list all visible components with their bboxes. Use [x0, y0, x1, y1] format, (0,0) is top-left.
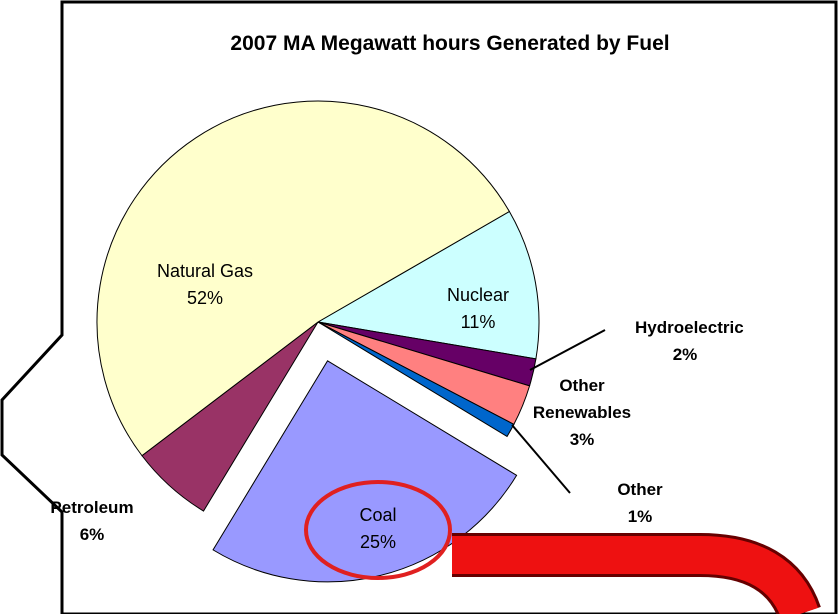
highlight-circle	[304, 480, 452, 580]
category-label: Nuclear	[446, 285, 510, 305]
value-label: 52%	[186, 288, 224, 308]
category-label: Natural Gas	[156, 261, 254, 281]
slice-label: Other 1%	[590, 476, 690, 530]
value-label: 1%	[627, 507, 653, 526]
value-label: 2%	[672, 345, 698, 364]
slice-label: Nuclear 11%	[447, 282, 509, 336]
pie-slice	[317, 321, 515, 438]
category-label: Hydroelectric	[635, 318, 744, 337]
category-label: Petroleum	[50, 498, 134, 517]
category-label: Other	[617, 480, 663, 499]
leader-line	[511, 424, 571, 494]
value-label: 25%	[359, 532, 397, 552]
value-label: 11%	[460, 312, 496, 332]
slice-label: Hydroelectric 2%	[635, 314, 744, 368]
pie-slice	[212, 360, 518, 583]
slice-label: Natural Gas 52%	[157, 258, 253, 312]
pie-slice	[316, 210, 540, 360]
pipe	[452, 536, 818, 614]
leader-line	[529, 329, 606, 371]
chart-title: 2007 MA Megawatt hours Generated by Fuel	[230, 32, 670, 55]
category-label: Coal	[359, 505, 397, 525]
value-label: 6%	[79, 525, 105, 544]
pie	[96, 100, 540, 583]
slice-label: Other Renewables 3%	[532, 372, 632, 453]
slice-label: Petroleum 6%	[42, 494, 142, 548]
pie-slice	[96, 100, 511, 457]
slice-label: Coal 25%	[359, 502, 396, 556]
value-label: 3%	[569, 430, 595, 449]
category-label: Other Renewables	[532, 376, 632, 422]
